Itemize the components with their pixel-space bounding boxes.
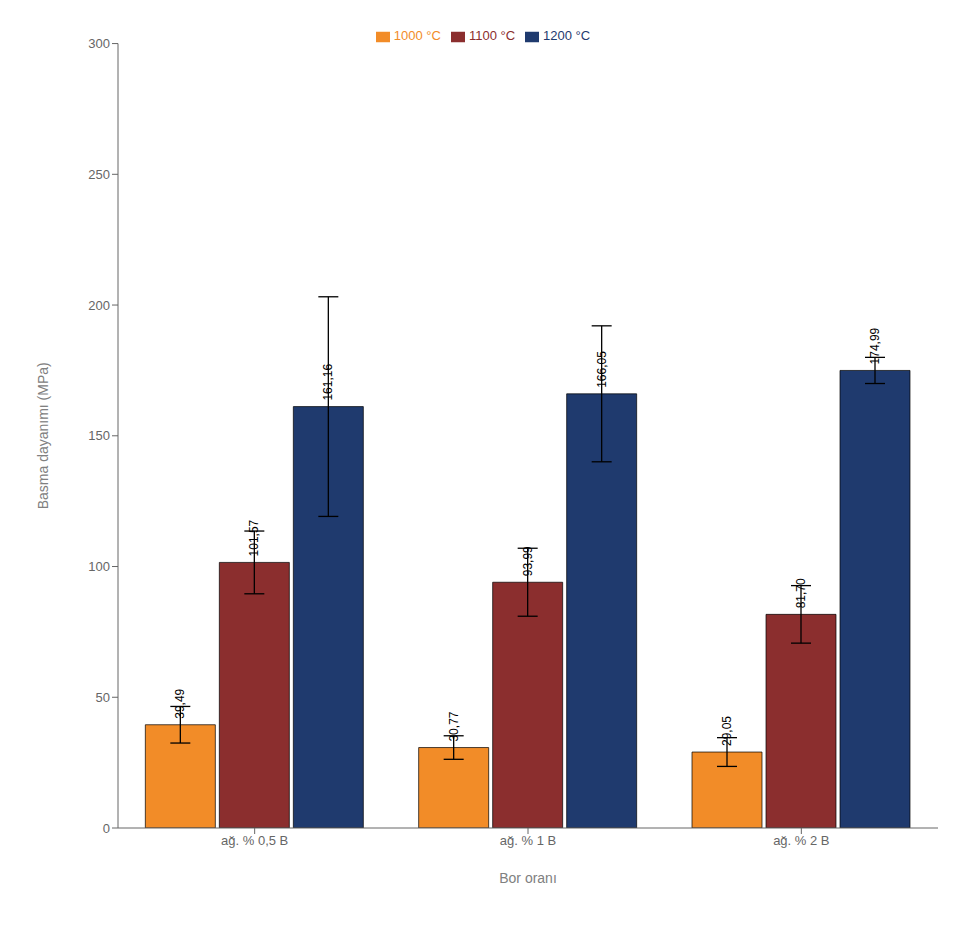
svg-text:ağ. % 2 B: ağ. % 2 B <box>773 833 829 848</box>
svg-text:0: 0 <box>103 821 110 836</box>
svg-text:93,99: 93,99 <box>521 546 535 576</box>
svg-text:150: 150 <box>88 428 110 443</box>
svg-text:Basma dayanımı (MPa): Basma dayanımı (MPa) <box>35 362 51 509</box>
svg-text:200: 200 <box>88 298 110 313</box>
svg-text:166,05: 166,05 <box>595 351 609 388</box>
svg-text:30,77: 30,77 <box>447 711 461 741</box>
svg-text:ağ. % 1 B: ağ. % 1 B <box>500 833 556 848</box>
svg-text:101,57: 101,57 <box>247 519 261 556</box>
svg-text:174,99: 174,99 <box>868 327 882 364</box>
html-text:1100 °C: 1100 °C <box>468 28 516 43</box>
svg-text:161,16: 161,16 <box>321 364 335 401</box>
svg-text:50: 50 <box>96 690 110 705</box>
svg-text:Bor oranı: Bor oranı <box>499 870 557 886</box>
svg-text:250: 250 <box>88 167 110 182</box>
html-text:1000 °C: 1000 °C <box>393 28 441 43</box>
svg-text:29,05: 29,05 <box>720 716 734 746</box>
svg-text:100: 100 <box>88 559 110 574</box>
html-text:1200 °C: 1200 °C <box>543 28 591 43</box>
svg-text:81,70: 81,70 <box>794 578 808 608</box>
svg-text:ağ. % 0,5 B: ağ. % 0,5 B <box>221 833 288 848</box>
svg-text:300: 300 <box>88 36 110 51</box>
svg-text:39,49: 39,49 <box>173 688 187 718</box>
